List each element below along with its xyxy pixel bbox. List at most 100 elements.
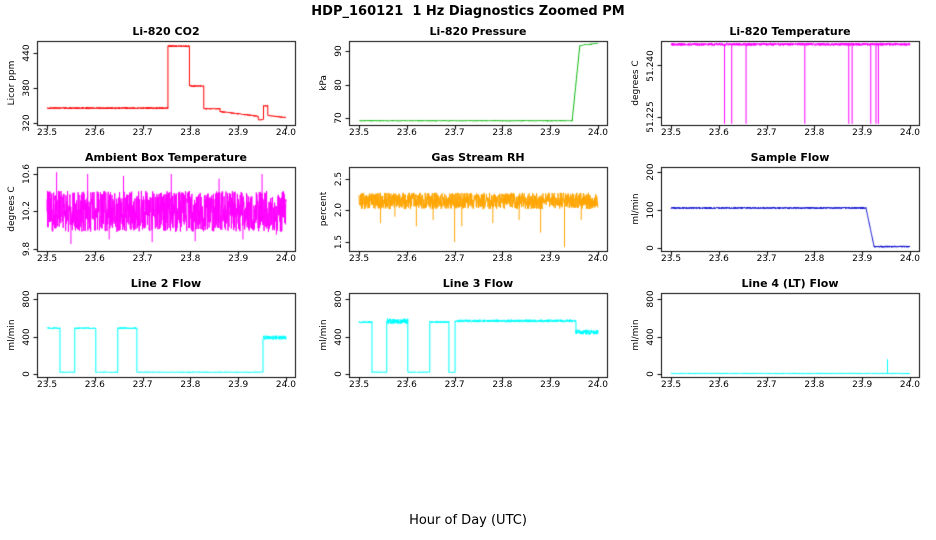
x-tick-label: 23.6 (708, 128, 729, 138)
chart-line3-flow: Line 3 Flow ml/min 23.523.623.723.823.92… (312, 276, 624, 402)
x-tick-label: 23.8 (180, 380, 201, 390)
chart-li820-co2: Li-820 CO2 Licor ppm 23.523.623.723.823.… (0, 24, 312, 150)
x-tick-label: 23.9 (852, 254, 873, 264)
x-tick-label: 23.6 (396, 380, 417, 390)
chart-gas-stream-rh: Gas Stream RH percent 23.523.623.723.823… (312, 150, 624, 276)
x-tick-label: 24.0 (587, 380, 608, 390)
y-tick-label: 0 (22, 371, 32, 378)
x-tick-label: 23.7 (756, 254, 777, 264)
x-tick-label: 23.5 (37, 254, 58, 264)
x-tick-label: 24.0 (899, 380, 920, 390)
x-tick-label: 23.7 (444, 254, 465, 264)
chart-ambient-box-temperature: Ambient Box Temperature degrees C 23.523… (0, 150, 312, 276)
x-tick-label: 23.7 (132, 380, 153, 390)
x-tick-label: 23.5 (661, 254, 682, 264)
y-tick-label: 100 (646, 201, 656, 219)
x-tick-label: 23.6 (396, 254, 417, 264)
x-tick-label: 23.9 (540, 380, 561, 390)
x-tick-label: 23.9 (540, 254, 561, 264)
y-tick-label: 400 (22, 328, 32, 346)
plot-canvas (0, 150, 312, 276)
x-tick-label: 23.8 (804, 254, 825, 264)
x-tick-label: 23.6 (708, 380, 729, 390)
page-title: HDP_160121 1 Hz Diagnostics Zoomed PM (311, 4, 625, 19)
x-tick-label: 23.7 (756, 128, 777, 138)
y-tick-label: 10.6 (22, 164, 32, 185)
y-tick-label: 800 (22, 290, 32, 308)
y-tick-label: 800 (646, 290, 656, 308)
y-tick-label: 70 (334, 112, 344, 124)
y-tick-label: 51.240 (646, 49, 656, 82)
y-tick-label: 2.5 (334, 171, 344, 187)
x-tick-label: 23.8 (804, 128, 825, 138)
x-tick-label: 23.8 (492, 254, 513, 264)
y-tick-label: 0 (646, 371, 656, 378)
x-tick-label: 23.7 (444, 128, 465, 138)
y-tick-label: 0 (646, 244, 656, 251)
x-tick-label: 24.0 (587, 254, 608, 264)
x-tick-label: 23.6 (396, 128, 417, 138)
y-tick-label: 2.0 (334, 203, 344, 218)
x-tick-label: 23.7 (756, 380, 777, 390)
y-tick-label: 380 (22, 79, 32, 97)
y-tick-label: 51.225 (646, 101, 656, 133)
plot-canvas (312, 150, 624, 276)
x-tick-label: 23.6 (84, 380, 105, 390)
y-tick-label: 440 (22, 44, 32, 62)
x-tick-label: 23.8 (492, 128, 513, 138)
y-tick-label: 400 (334, 328, 344, 346)
y-tick-label: 90 (334, 45, 344, 57)
x-tick-label: 23.5 (661, 128, 682, 138)
x-tick-label: 23.7 (132, 254, 153, 264)
x-tick-label: 23.8 (492, 380, 513, 390)
x-tick-label: 23.6 (84, 254, 105, 264)
x-tick-label: 24.0 (275, 380, 296, 390)
y-tick-label: 9.8 (22, 241, 32, 256)
x-tick-label: 23.8 (180, 128, 201, 138)
plot-canvas (624, 24, 936, 150)
x-tick-label: 23.7 (132, 128, 153, 138)
x-tick-label: 23.5 (349, 380, 370, 390)
y-tick-label: 1.5 (334, 234, 344, 250)
x-tick-label: 23.8 (180, 254, 201, 264)
x-tick-label: 23.8 (804, 380, 825, 390)
x-tick-label: 24.0 (899, 128, 920, 138)
x-tick-label: 23.9 (228, 254, 249, 264)
chart-sample-flow: Sample Flow ml/min 23.523.623.723.823.92… (624, 150, 936, 276)
plot-canvas (0, 24, 312, 150)
x-tick-label: 23.9 (228, 128, 249, 138)
x-tick-label: 23.5 (37, 128, 58, 138)
x-tick-label: 23.9 (228, 380, 249, 390)
plot-canvas (312, 276, 624, 402)
x-tick-label: 23.9 (540, 128, 561, 138)
x-tick-label: 23.6 (708, 254, 729, 264)
y-tick-label: 200 (646, 163, 656, 181)
x-tick-label: 23.5 (661, 380, 682, 390)
plot-canvas (624, 150, 936, 276)
x-tick-label: 23.5 (37, 380, 58, 390)
charts-grid: Li-820 CO2 Licor ppm 23.523.623.723.823.… (0, 24, 936, 402)
y-tick-label: 10.2 (22, 201, 32, 222)
x-tick-label: 23.5 (349, 128, 370, 138)
y-tick-label: 0 (334, 371, 344, 378)
y-tick-label: 800 (334, 290, 344, 308)
plot-canvas (312, 24, 624, 150)
x-tick-label: 23.9 (852, 128, 873, 138)
plot-canvas (624, 276, 936, 402)
x-tick-label: 23.9 (852, 380, 873, 390)
chart-li820-temperature: Li-820 Temperature degrees C 23.523.623.… (624, 24, 936, 150)
x-tick-label: 24.0 (587, 128, 608, 138)
y-tick-label: 80 (334, 78, 344, 91)
y-tick-label: 320 (22, 114, 32, 132)
x-tick-label: 24.0 (275, 254, 296, 264)
x-axis-label: Hour of Day (UTC) (409, 513, 527, 528)
x-tick-label: 23.7 (444, 380, 465, 390)
chart-line4-lt-flow: Line 4 (LT) Flow ml/min 23.523.623.723.8… (624, 276, 936, 402)
y-tick-label: 400 (646, 328, 656, 346)
x-tick-label: 24.0 (275, 128, 296, 138)
plot-canvas (0, 276, 312, 402)
chart-line2-flow: Line 2 Flow ml/min 23.523.623.723.823.92… (0, 276, 312, 402)
x-tick-label: 24.0 (899, 254, 920, 264)
x-tick-label: 23.6 (84, 128, 105, 138)
